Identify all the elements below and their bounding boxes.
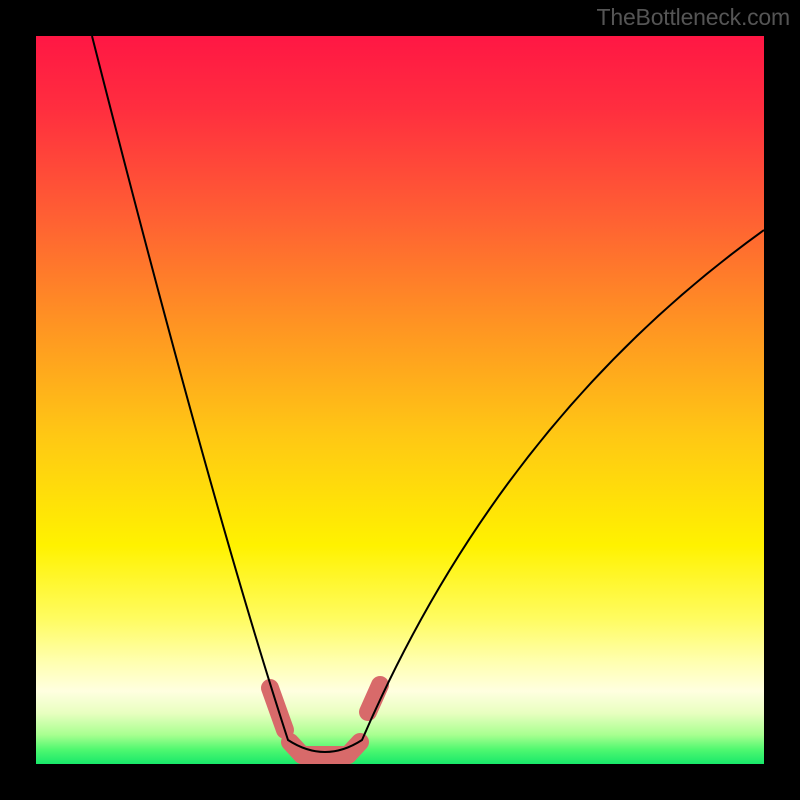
- bottleneck-chart: [0, 0, 800, 800]
- chart-container: TheBottleneck.com: [0, 0, 800, 800]
- attribution-label: TheBottleneck.com: [597, 4, 790, 31]
- plot-background: [36, 36, 764, 764]
